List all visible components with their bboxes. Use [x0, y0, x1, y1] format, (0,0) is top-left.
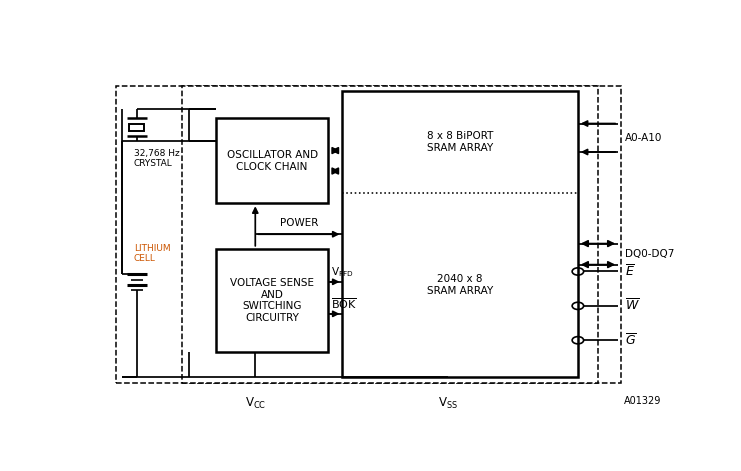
Text: A0-A10: A0-A10 [625, 133, 662, 143]
Text: $\overline{W}$: $\overline{W}$ [625, 298, 639, 314]
Text: LITHIUM
CELL: LITHIUM CELL [134, 244, 170, 263]
Text: V$_{\mathregular{CC}}$: V$_{\mathregular{CC}}$ [245, 396, 266, 411]
Text: 8 x 8 BiPORT
SRAM ARRAY: 8 x 8 BiPORT SRAM ARRAY [427, 131, 494, 153]
Bar [130, 123, 144, 131]
Text: $\overline{E}$: $\overline{E}$ [625, 264, 635, 279]
Bar [116, 86, 621, 383]
Text: A01329: A01329 [624, 396, 661, 406]
Text: DQ0-DQ7: DQ0-DQ7 [625, 249, 674, 259]
Text: $\overline{\rm BOK}$: $\overline{\rm BOK}$ [331, 296, 357, 311]
Text: 32,768 Hz
CRYSTAL: 32,768 Hz CRYSTAL [134, 149, 180, 169]
Text: POWER: POWER [279, 218, 318, 227]
Text: V$_{\mathregular{SS}}$: V$_{\mathregular{SS}}$ [439, 396, 459, 411]
Bar [182, 86, 598, 383]
Text: OSCILLATOR AND
CLOCK CHAIN: OSCILLATOR AND CLOCK CHAIN [227, 150, 318, 171]
Bar [342, 91, 578, 377]
Text: V$_{\mathregular{PFD}}$: V$_{\mathregular{PFD}}$ [331, 265, 354, 279]
Bar [216, 118, 328, 203]
Text: 2040 x 8
SRAM ARRAY: 2040 x 8 SRAM ARRAY [427, 274, 494, 296]
Text: VOLTAGE SENSE
AND
SWITCHING
CIRCUITRY: VOLTAGE SENSE AND SWITCHING CIRCUITRY [230, 278, 314, 323]
Text: $\overline{G}$: $\overline{G}$ [625, 333, 637, 348]
Bar [216, 249, 328, 352]
